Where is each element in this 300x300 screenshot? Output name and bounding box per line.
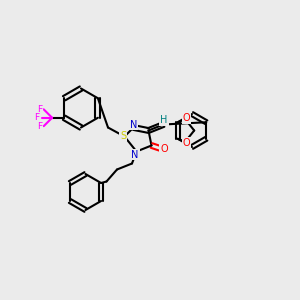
Text: O: O	[160, 143, 168, 154]
Text: N: N	[131, 149, 139, 160]
Text: F: F	[37, 105, 42, 114]
Text: S: S	[120, 131, 126, 141]
Text: F: F	[34, 113, 40, 122]
Text: O: O	[183, 113, 190, 123]
Text: N: N	[130, 119, 137, 130]
Text: H: H	[160, 115, 168, 125]
Text: F: F	[37, 122, 42, 131]
Text: O: O	[183, 138, 190, 148]
